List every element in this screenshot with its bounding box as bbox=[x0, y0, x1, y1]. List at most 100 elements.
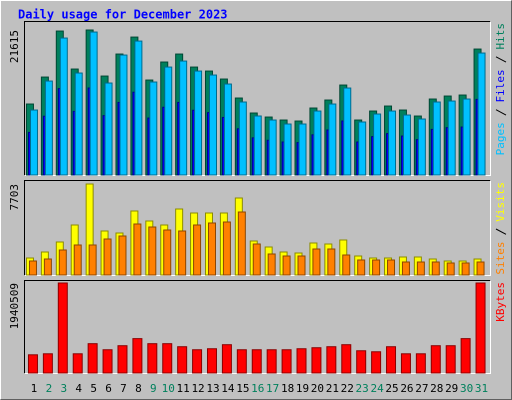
bar bbox=[207, 222, 216, 276]
y-tick-label: 7703 bbox=[8, 184, 21, 211]
bar bbox=[149, 81, 158, 176]
x-tick-label: 17 bbox=[266, 382, 279, 395]
bar bbox=[326, 346, 337, 374]
bar bbox=[268, 119, 277, 176]
bar bbox=[371, 351, 382, 374]
x-tick-label: 7 bbox=[120, 382, 127, 395]
x-tick-label: 30 bbox=[460, 382, 473, 395]
bar bbox=[416, 261, 425, 276]
bar bbox=[222, 221, 231, 276]
bar bbox=[252, 243, 261, 276]
bar bbox=[206, 348, 217, 374]
bar bbox=[430, 345, 441, 374]
plot-bevel-light bbox=[24, 180, 491, 276]
bar bbox=[445, 345, 456, 374]
bar bbox=[177, 346, 188, 374]
bar bbox=[342, 254, 351, 276]
bar bbox=[179, 60, 188, 176]
x-tick-label: 3 bbox=[60, 382, 67, 395]
bar bbox=[281, 349, 292, 374]
bar bbox=[88, 244, 97, 276]
bar bbox=[432, 101, 441, 176]
bar bbox=[253, 115, 262, 176]
x-tick-label: 15 bbox=[236, 382, 249, 395]
bar bbox=[43, 258, 52, 276]
bar bbox=[117, 345, 128, 374]
bar bbox=[328, 103, 337, 176]
plot-bevel-dark bbox=[24, 280, 491, 374]
legend-label: Files bbox=[494, 69, 507, 102]
bar bbox=[194, 70, 203, 176]
bar bbox=[311, 347, 322, 374]
y-axis-label-group: 21615 bbox=[8, 30, 21, 63]
bar bbox=[251, 349, 262, 374]
legend-label: KBytes bbox=[494, 282, 507, 322]
bar bbox=[477, 52, 486, 176]
legend-separator bbox=[495, 56, 507, 63]
bar bbox=[313, 110, 322, 176]
bar bbox=[193, 224, 202, 276]
bar bbox=[372, 259, 381, 276]
bar bbox=[446, 262, 455, 276]
legend: Pages Files Hits bbox=[494, 23, 507, 155]
bar bbox=[415, 353, 426, 374]
bar bbox=[118, 235, 127, 276]
bar bbox=[401, 261, 410, 276]
bar bbox=[461, 262, 470, 276]
bar bbox=[28, 260, 37, 276]
y-tick-label: 21615 bbox=[8, 30, 21, 63]
legend: KBytes bbox=[494, 282, 507, 322]
bar bbox=[386, 346, 397, 374]
bar bbox=[388, 110, 397, 176]
bar bbox=[163, 229, 172, 276]
x-tick-label: 20 bbox=[311, 382, 324, 395]
x-tick-label: 23 bbox=[356, 382, 369, 395]
bar bbox=[356, 350, 367, 374]
x-tick-label: 28 bbox=[430, 382, 443, 395]
x-tick-label: 11 bbox=[177, 382, 190, 395]
bar bbox=[221, 344, 232, 374]
bar bbox=[133, 223, 142, 276]
x-tick-label: 18 bbox=[281, 382, 294, 395]
bar bbox=[134, 40, 143, 176]
x-tick-label: 29 bbox=[445, 382, 458, 395]
legend-separator bbox=[495, 109, 507, 116]
bar bbox=[192, 349, 203, 374]
bar bbox=[44, 80, 53, 176]
bar bbox=[58, 249, 67, 276]
legend: Sites Visits bbox=[494, 182, 507, 275]
bar bbox=[462, 98, 471, 176]
bar bbox=[343, 87, 352, 176]
bar bbox=[119, 54, 128, 176]
bar bbox=[73, 244, 82, 276]
legend-label: Pages bbox=[494, 122, 507, 155]
bar bbox=[89, 31, 98, 176]
bar bbox=[447, 100, 456, 176]
bar bbox=[358, 121, 367, 176]
x-tick-label: 19 bbox=[296, 382, 309, 395]
bar bbox=[74, 72, 83, 176]
bar bbox=[164, 66, 173, 176]
bar bbox=[132, 338, 143, 374]
bar bbox=[148, 226, 157, 276]
bar bbox=[476, 261, 485, 276]
bar bbox=[417, 118, 426, 176]
bar bbox=[327, 248, 336, 276]
bar bbox=[72, 353, 83, 374]
bar bbox=[237, 211, 246, 276]
bar bbox=[208, 74, 217, 176]
x-tick-label: 14 bbox=[221, 382, 235, 395]
x-tick-label: 2 bbox=[46, 382, 53, 395]
y-tick-label: 1940509 bbox=[8, 283, 21, 329]
x-tick-label: 8 bbox=[135, 382, 142, 395]
plot-bevel-dark bbox=[24, 21, 491, 176]
x-tick-label: 27 bbox=[415, 382, 428, 395]
bar bbox=[147, 343, 158, 374]
bar bbox=[238, 101, 247, 176]
x-tick-label: 6 bbox=[105, 382, 112, 395]
chart-title: Daily usage for December 2023 bbox=[18, 8, 228, 22]
x-tick-label: 26 bbox=[400, 382, 413, 395]
x-tick-label: 5 bbox=[90, 382, 97, 395]
y-axis-label-group: 1940509 bbox=[8, 283, 21, 329]
